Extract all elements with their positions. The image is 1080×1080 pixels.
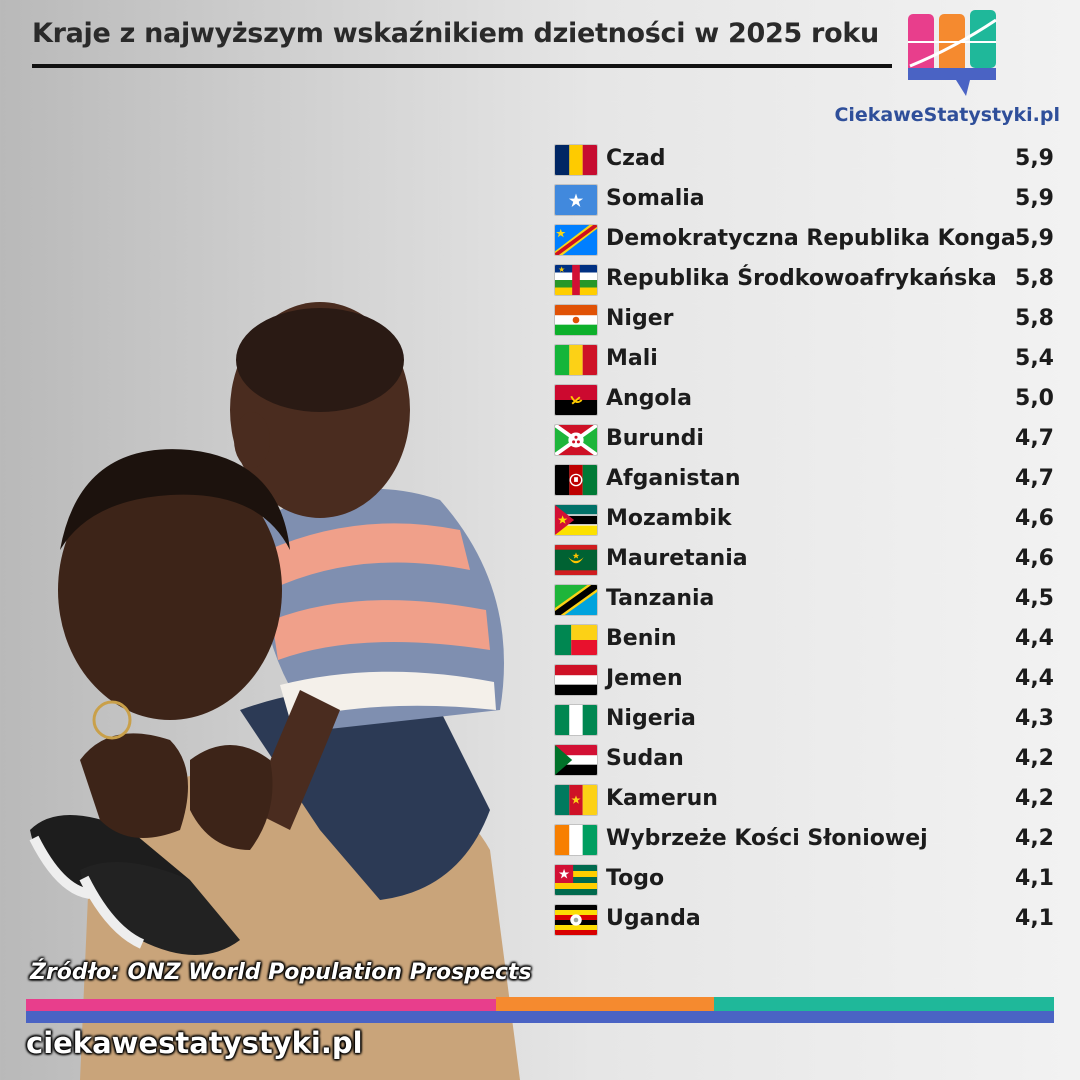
niger-flag-icon — [554, 304, 598, 336]
brand-logo-text: CiekaweStatystyki.pl — [834, 104, 1060, 126]
country-name: Benin — [606, 626, 677, 651]
country-name: Burundi — [606, 426, 704, 451]
table-row: Mozambik 4,6 — [554, 500, 1054, 540]
page-title: Kraje z najwyższym wskaźnikiem dzietnośc… — [32, 18, 879, 49]
country-name: Tanzania — [606, 586, 715, 611]
fertility-value: 5,8 — [1015, 266, 1054, 291]
country-name: Sudan — [606, 746, 684, 771]
table-row: Niger 5,8 — [554, 300, 1054, 340]
table-row: Benin 4,4 — [554, 620, 1054, 660]
table-row: Demokratyczna Republika Konga 5,9 — [554, 220, 1054, 260]
table-row: Burundi 4,7 — [554, 420, 1054, 460]
table-row: Jemen 4,4 — [554, 660, 1054, 700]
fertility-value: 5,9 — [1015, 186, 1054, 211]
country-name: Mozambik — [606, 506, 732, 531]
nigeria-flag-icon — [554, 704, 598, 736]
angola-flag-icon — [554, 384, 598, 416]
somalia-flag-icon — [554, 184, 598, 216]
country-name: Czad — [606, 146, 666, 171]
country-name: Afganistan — [606, 466, 741, 491]
country-name: Kamerun — [606, 786, 718, 811]
benin-flag-icon — [554, 624, 598, 656]
table-row: Sudan 4,2 — [554, 740, 1054, 780]
brand-logo-icon — [904, 8, 1000, 100]
table-row: Mauretania 4,6 — [554, 540, 1054, 580]
footer-bar-pink — [26, 999, 496, 1011]
fertility-value: 4,1 — [1015, 906, 1054, 931]
fertility-value: 4,2 — [1015, 826, 1054, 851]
fertility-value: 4,4 — [1015, 626, 1054, 651]
table-row: Mali 5,4 — [554, 340, 1054, 380]
dr-congo-flag-icon — [554, 224, 598, 256]
yemen-flag-icon — [554, 664, 598, 696]
mali-flag-icon — [554, 344, 598, 376]
afghanistan-flag-icon — [554, 464, 598, 496]
country-name: Demokratyczna Republika Konga — [606, 226, 1016, 251]
fertility-value: 5,9 — [1015, 146, 1054, 171]
fertility-value: 4,7 — [1015, 426, 1054, 451]
burundi-flag-icon — [554, 424, 598, 456]
table-row: Nigeria 4,3 — [554, 700, 1054, 740]
fertility-value: 4,3 — [1015, 706, 1054, 731]
fertility-value: 4,2 — [1015, 786, 1054, 811]
footer-bar-teal — [714, 997, 1054, 1011]
sudan-flag-icon — [554, 744, 598, 776]
mozambique-flag-icon — [554, 504, 598, 536]
footer-color-bars — [26, 997, 1054, 1025]
table-row: Uganda 4,1 — [554, 900, 1054, 940]
country-name: Uganda — [606, 906, 701, 931]
tanzania-flag-icon — [554, 584, 598, 616]
fertility-value: 4,1 — [1015, 866, 1054, 891]
country-name: Wybrzeże Kości Słoniowej — [606, 826, 928, 851]
fertility-value: 5,0 — [1015, 386, 1054, 411]
footer-bar-blue — [26, 1011, 1054, 1023]
ivory-coast-flag-icon — [554, 824, 598, 856]
fertility-value: 4,6 — [1015, 546, 1054, 571]
country-name: Niger — [606, 306, 674, 331]
country-name: Mali — [606, 346, 658, 371]
fertility-value: 5,4 — [1015, 346, 1054, 371]
table-row: Afganistan 4,7 — [554, 460, 1054, 500]
chad-flag-icon — [554, 144, 598, 176]
fertility-value: 5,8 — [1015, 306, 1054, 331]
table-row: Togo 4,1 — [554, 860, 1054, 900]
fertility-value: 4,6 — [1015, 506, 1054, 531]
title-divider — [32, 64, 892, 68]
table-row: Somalia 5,9 — [554, 180, 1054, 220]
cameroon-flag-icon — [554, 784, 598, 816]
togo-flag-icon — [554, 864, 598, 896]
fertility-value: 4,5 — [1015, 586, 1054, 611]
uganda-flag-icon — [554, 904, 598, 936]
table-row: Czad 5,9 — [554, 140, 1054, 180]
country-name: Somalia — [606, 186, 705, 211]
country-name: Togo — [606, 866, 665, 891]
country-name: Mauretania — [606, 546, 748, 571]
source-note: Źródło: ONZ World Population Prospects — [30, 960, 532, 985]
country-name: Republika Środkowoafrykańska — [606, 266, 997, 291]
mauritania-flag-icon — [554, 544, 598, 576]
table-row: Tanzania 4,5 — [554, 580, 1054, 620]
fertility-value: 5,9 — [1015, 226, 1054, 251]
table-row: Republika Środkowoafrykańska 5,8 — [554, 260, 1054, 300]
car-flag-icon — [554, 264, 598, 296]
table-row: Kamerun 4,2 — [554, 780, 1054, 820]
fertility-value: 4,4 — [1015, 666, 1054, 691]
footer-bar-orange — [496, 997, 714, 1011]
table-row: Angola 5,0 — [554, 380, 1054, 420]
country-name: Jemen — [606, 666, 683, 691]
ranking-table: Czad 5,9 Somalia 5,9 Demokratyczna Republika… — [554, 140, 1054, 940]
country-name: Angola — [606, 386, 692, 411]
footer-site-url: ciekawestatystyki.pl — [26, 1026, 363, 1060]
country-name: Nigeria — [606, 706, 696, 731]
fertility-value: 4,2 — [1015, 746, 1054, 771]
fertility-value: 4,7 — [1015, 466, 1054, 491]
table-row: Wybrzeże Kości Słoniowej 4,2 — [554, 820, 1054, 860]
